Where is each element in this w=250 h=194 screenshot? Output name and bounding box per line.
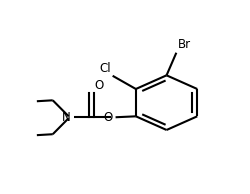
Text: O: O <box>104 111 113 124</box>
Text: O: O <box>95 79 104 92</box>
Text: N: N <box>62 111 71 124</box>
Text: Cl: Cl <box>100 62 112 75</box>
Text: Br: Br <box>178 38 191 51</box>
